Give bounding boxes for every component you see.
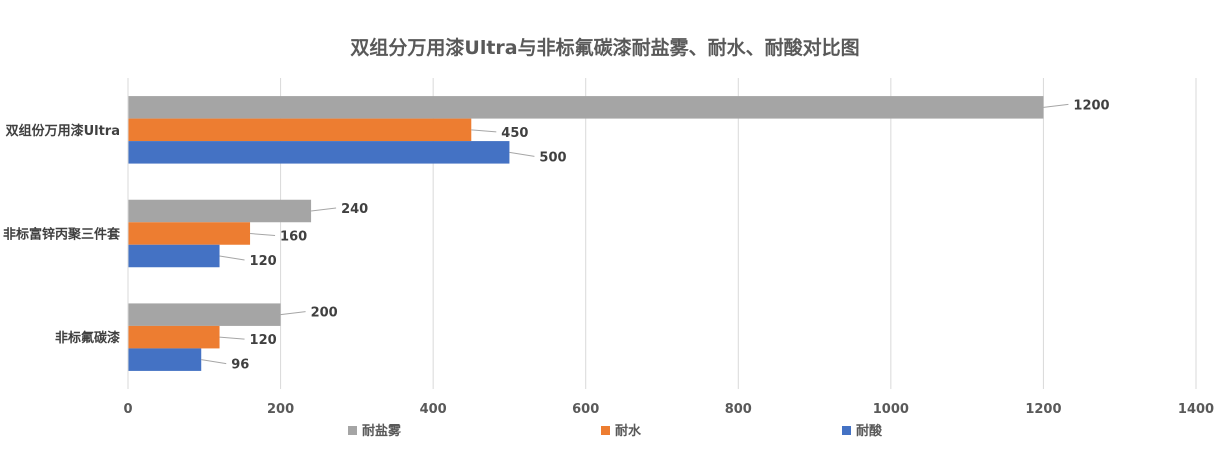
data-label: 500 — [539, 150, 566, 165]
x-tick-label: 1000 — [873, 402, 909, 417]
x-tick-label: 1400 — [1178, 402, 1214, 417]
category-label: 非标富锌丙聚三件套 — [3, 227, 121, 243]
bar — [128, 222, 251, 245]
data-label: 450 — [501, 126, 528, 141]
category-label: 双组份万用漆Ultra — [6, 123, 120, 139]
data-label: 120 — [250, 254, 277, 269]
legend-label: 耐酸 — [856, 423, 883, 439]
data-label: 160 — [280, 230, 307, 245]
data-label: 1200 — [1073, 98, 1109, 113]
data-label: 240 — [341, 202, 368, 217]
legend: 耐盐雾 耐水 耐酸 — [348, 423, 883, 439]
legend-swatch — [348, 426, 357, 435]
chart-title: 双组分万用漆Ultra与非标氟碳漆耐盐雾、耐水、耐酸对比图 — [350, 36, 859, 59]
bar — [128, 118, 472, 142]
bar — [128, 244, 220, 268]
data-label-leader — [280, 311, 306, 316]
legend-label: 耐水 — [615, 423, 642, 439]
x-tick-label: 1200 — [1025, 402, 1061, 417]
category-label: 非标氟碳漆 — [55, 330, 120, 346]
data-label: 200 — [311, 306, 338, 321]
bar — [128, 325, 220, 349]
data-label: 96 — [231, 358, 249, 373]
x-tick-label: 0 — [123, 402, 132, 417]
data-label-leader — [219, 255, 245, 261]
x-tick-label: 600 — [572, 402, 599, 417]
legend-swatch — [601, 426, 610, 435]
x-tick-label: 400 — [420, 402, 447, 417]
data-label-leader — [201, 359, 227, 365]
x-tick-label: 200 — [267, 402, 294, 417]
x-tick-label: 800 — [725, 402, 752, 417]
axes: 0 200 400 600 800 1000 1200 1400 双组份万用漆Ultra 非标富锌… — [3, 78, 1214, 417]
bars — [128, 96, 1044, 371]
bar — [128, 303, 281, 326]
data-label: 120 — [250, 333, 277, 348]
data-label-leader — [311, 207, 337, 212]
data-label-leader — [250, 233, 276, 236]
bar — [128, 199, 312, 223]
bar — [128, 96, 1044, 119]
data-label-leader — [509, 151, 535, 157]
data-label-leader — [1043, 103, 1069, 108]
bar — [128, 348, 202, 371]
bar — [128, 141, 510, 164]
legend-swatch — [842, 426, 851, 435]
data-label-leader — [219, 336, 245, 340]
data-label-leader — [471, 129, 497, 133]
legend-label: 耐盐雾 — [362, 423, 402, 439]
